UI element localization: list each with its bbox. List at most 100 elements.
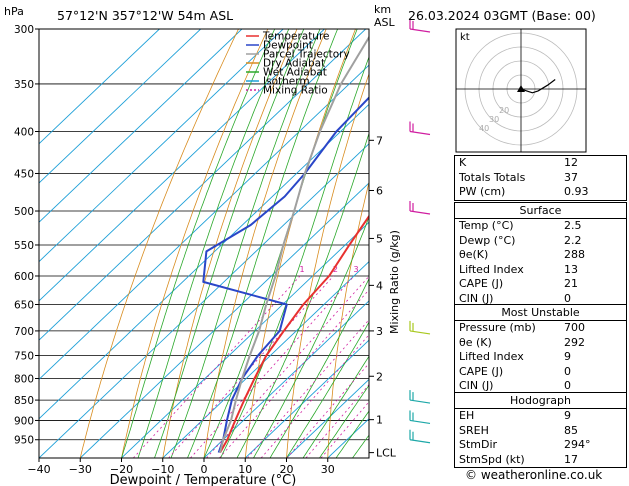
wet-adiabat [335,410,369,458]
temp-tick-label: −20 [110,463,133,476]
mixing-ratio-line [305,384,369,458]
pressure-tick-label: 800 [14,373,34,385]
row-value: 37 [564,170,578,184]
km-label: km [374,3,391,16]
mixing-ratio-axis-label: Mixing Ratio (g/kg) [388,230,401,334]
pressure-tick-label: 650 [14,300,34,312]
copyright-footer: © weatheronline.co.uk [465,468,603,482]
pressure-tick-label: 950 [14,435,34,447]
km-tick-label: 3 [376,325,383,338]
series-temperature [219,214,369,454]
temp-tick-label: 30 [321,463,335,476]
pressure-tick-label: 450 [14,168,34,180]
isotherm [79,182,369,458]
table-row: StmDir 294° [455,438,626,453]
table-row: K 12 [455,156,626,171]
row-value: 2.2 [564,233,582,247]
row-label: Totals Totals [459,170,526,184]
mixing-ratio-line [247,319,369,458]
pressure-tick-label: 400 [14,127,34,139]
row-value: 2.5 [564,219,582,232]
isotherm [39,29,284,263]
row-value: 85 [564,423,578,437]
row-value: 700 [564,321,585,334]
table-row: PW (cm) 0.93 [455,185,626,200]
isotherm [39,29,325,302]
mixing-ratio-label: 1 [299,265,304,274]
wind-barb [409,429,431,444]
dry-adiabat [79,29,239,458]
hodograph-unit: kt [460,32,470,43]
row-value: 0 [564,379,571,393]
wet-adiabat [137,29,290,458]
mixing-ratio-label: 4 [369,265,374,274]
table-row: StmSpd (kt) 17 [455,453,626,468]
hodograph-table: Hodograph EH 9 SREH 85 StmDir 294° StmSpd (kt) 1… [454,392,627,469]
series-dewpoint [202,96,369,453]
mixing-ratio-label: 15 [442,265,452,274]
row-label: θe(K) [459,248,489,262]
pressure-tick-label: 550 [14,240,34,252]
row-value: 292 [564,335,585,349]
mixing-ratio-label: 8 [407,265,412,274]
chart-axes: 3003504004505005506006507007508008509009… [14,24,397,476]
pressure-tick-label: 750 [14,350,34,362]
wind-barb [409,320,431,335]
row-label: PW (cm) [459,185,506,199]
mixing-ratio-line [286,362,369,458]
wet-adiabat [121,29,276,458]
wet-adiabat [319,384,369,458]
mixing-ratio-label: 3 [354,265,359,274]
wind-barb [409,201,431,215]
location-title: 57°12'N 357°12'W 54m ASL [57,8,233,23]
table-row: CIN (J) 0 [455,379,626,394]
surface-table: Surface Temp (°C) 2.5 Dewp (°C) 2.2 θe(K) 288 L… [454,202,627,308]
legend-entry: Dewpoint [263,40,313,52]
row-value: 12 [564,156,578,169]
pressure-tick-label: 850 [14,395,34,407]
wind-barb [409,121,431,136]
row-value: 9 [564,350,571,364]
table-row: CIN (J) 0 [455,292,626,307]
isotherm [244,339,369,458]
wet-adiabat [170,29,321,458]
row-label: CAPE (J) [459,277,504,291]
pressure-tick-label: 600 [14,271,34,283]
mixing-ratio-label: 5 [381,265,386,274]
hodograph-ring-label: 20 [499,106,509,115]
table-row: Temp (°C) 2.5 [455,219,626,234]
temp-tick-label: 20 [280,463,294,476]
x-axis-label: Dewpoint / Temperature (°C) [110,473,297,486]
pressure-tick-label: 900 [14,415,34,427]
asl-label: ASL [374,16,396,29]
row-label: CAPE (J) [459,364,504,378]
row-value: 17 [564,452,578,466]
mixing-ratio-line [219,289,369,458]
surface-title: Surface [455,203,626,219]
indices-table: K 12 Totals Totals 37 PW (cm) 0.93 [454,155,627,201]
hpa-label: hPa [4,5,24,18]
legend-entry: Isotherm [263,76,310,88]
row-value: 13 [564,262,578,276]
km-tick-label: LCL [376,447,397,460]
row-label: CIN (J) [459,379,494,393]
row-value: 288 [564,248,585,262]
row-label: StmSpd (kt) [459,452,525,466]
pressure-tick-label: 700 [14,326,34,338]
table-row: CAPE (J) 21 [455,277,626,292]
mixing-ratio-label: 2 [333,265,338,274]
row-label: Lifted Index [459,262,524,276]
row-label: Lifted Index [459,350,524,364]
dry-adiabat [286,72,369,458]
chart-traces: 12345810152025 [202,35,452,454]
row-value: 0 [564,364,571,378]
row-label: StmDir [459,438,498,452]
wet-adiabat [302,355,369,458]
isotherm [203,300,369,458]
row-value: 9 [564,409,571,422]
pressure-tick-label: 350 [14,79,34,91]
wet-adiabat [154,29,305,458]
row-value: 0 [564,291,571,305]
